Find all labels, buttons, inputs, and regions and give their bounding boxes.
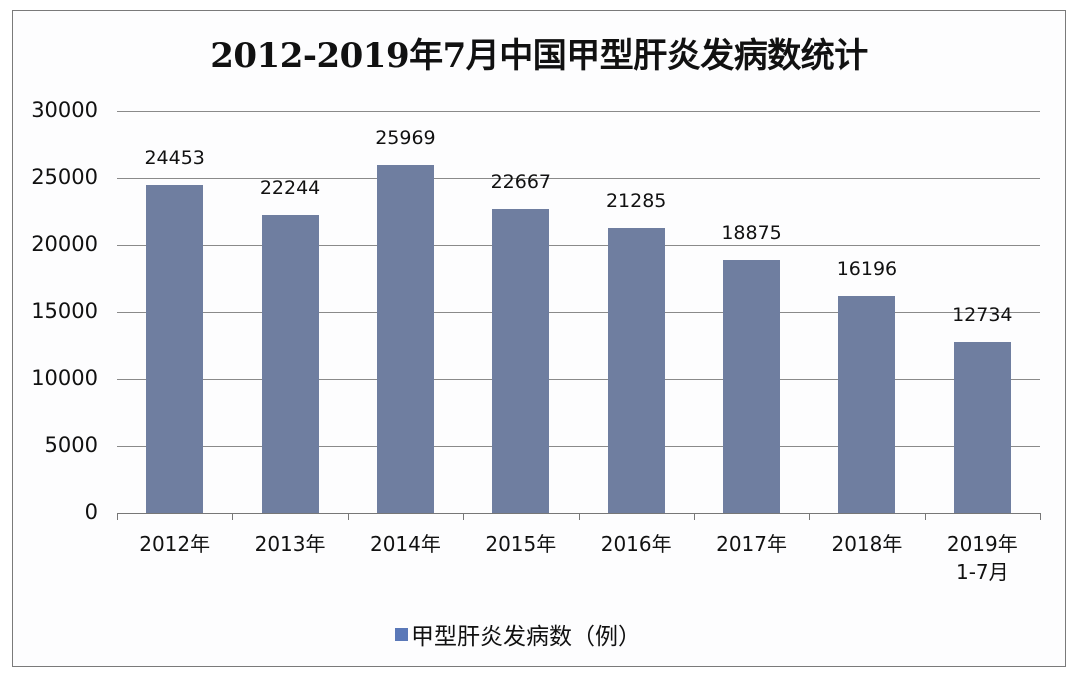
bar (146, 185, 204, 513)
data-label: 18875 (721, 222, 782, 245)
gridline (117, 178, 1040, 179)
x-tick-mark (578, 513, 580, 520)
data-label: 21285 (605, 189, 667, 212)
x-tick-mark (1040, 513, 1041, 520)
x-tick-label: 2018年 (831, 532, 903, 556)
x-tick-label: 2012年 (139, 532, 211, 556)
data-label: 22667 (490, 171, 552, 194)
bar (376, 165, 434, 513)
x-tick-label: 2014年 (369, 532, 441, 556)
gridline (117, 312, 1040, 313)
data-label: 22244 (259, 176, 321, 199)
x-tick-mark (347, 513, 349, 520)
legend-label: 甲型肝炎发病数（例） (411, 624, 641, 650)
bar (723, 260, 781, 513)
x-tick-mark (924, 513, 926, 520)
bar (261, 214, 319, 513)
y-tick-label: 0 (84, 500, 98, 524)
gridline (117, 111, 1040, 112)
bar (838, 295, 896, 513)
gridline (117, 379, 1040, 380)
x-tick-label: 2017年 (716, 532, 788, 556)
data-label: 25969 (375, 127, 436, 149)
y-tick-label: 20000 (31, 232, 98, 256)
x-tick-label: 2013年 (254, 532, 326, 556)
x-tick-mark (463, 513, 465, 520)
y-tick-label: 10000 (31, 366, 98, 390)
y-tick-label: 15000 (31, 299, 98, 323)
gridline (117, 245, 1040, 246)
x-tick-mark (232, 513, 234, 520)
x-tick-label: 2015年 (485, 532, 557, 556)
y-tick-label: 30000 (31, 98, 98, 122)
legend-swatch-icon (395, 627, 408, 641)
chart-title: 2012-2019年7月中国甲型肝炎发病数统计 (210, 36, 868, 76)
y-tick-label: 5000 (44, 433, 98, 457)
bar (953, 342, 1011, 513)
data-label: 16196 (836, 257, 898, 280)
bar (492, 209, 550, 513)
x-tick-mark (693, 513, 695, 520)
x-tick-mark (117, 513, 118, 520)
data-label: 24453 (144, 147, 205, 170)
y-tick-label: 25000 (31, 165, 98, 189)
legend: 甲型肝炎发病数（例） (395, 617, 641, 651)
bar (607, 227, 665, 513)
gridline (117, 446, 1040, 447)
data-label: 12734 (952, 304, 1013, 327)
x-tick-label: 2016年 (600, 532, 672, 556)
x-tick-label: 2019年 1-7月 (946, 532, 1018, 584)
x-tick-mark (809, 513, 811, 520)
